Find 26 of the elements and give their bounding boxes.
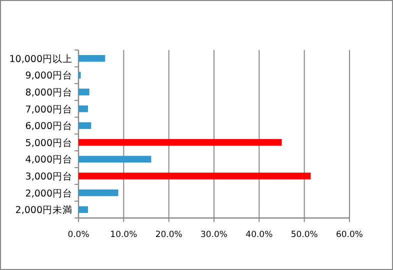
bar xyxy=(78,172,311,180)
bar xyxy=(78,156,152,163)
bar xyxy=(78,139,282,146)
bar xyxy=(78,88,90,96)
x-tick-label: 20.0% xyxy=(155,230,182,240)
y-tick-label: 2,000円未満 xyxy=(15,204,72,216)
y-tick-label: 3,000円台 xyxy=(25,170,72,182)
x-tick-label: 0.0% xyxy=(68,230,90,240)
x-tick-label: 50.0% xyxy=(290,230,318,240)
bar xyxy=(78,189,118,196)
x-tick-label: 40.0% xyxy=(246,230,273,240)
y-tick-label: 10,000円以上 xyxy=(9,52,72,65)
y-tick-label: 7,000円台 xyxy=(25,103,72,116)
y-tick-label: 4,000円台 xyxy=(25,154,72,166)
bar xyxy=(78,55,106,62)
y-tick-label: 6,000円台 xyxy=(25,120,72,132)
y-tick-label: 5,000円台 xyxy=(25,136,72,149)
y-tick-label: 8,000円台 xyxy=(25,86,72,98)
bar xyxy=(78,105,88,112)
y-tick-label: 9,000円台 xyxy=(25,70,72,82)
bar xyxy=(78,206,88,213)
bar xyxy=(78,122,92,129)
y-tick-label: 2,000円台 xyxy=(25,187,72,200)
x-tick-label: 30.0% xyxy=(200,230,228,240)
x-tick-label: 10.0% xyxy=(110,230,138,240)
x-tick-label: 60.0% xyxy=(336,230,364,240)
